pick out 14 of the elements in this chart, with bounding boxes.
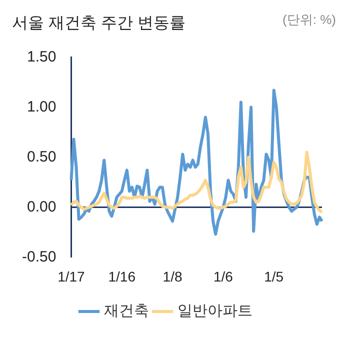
- y-tick-label: 0.50: [26, 148, 56, 166]
- y-tick-label: -0.50: [22, 248, 56, 266]
- legend-label: 재건축: [104, 302, 149, 320]
- x-tick-label: 1/17: [58, 268, 86, 284]
- y-tick-label: 1.00: [26, 98, 56, 116]
- x-tick-label: 1/5: [264, 268, 284, 284]
- y-tick-label: 1.50: [26, 48, 56, 66]
- text: (단위: %): [282, 12, 336, 28]
- x-tick-label: 1/6: [213, 268, 234, 284]
- x-tick-label: 1/8: [162, 268, 182, 284]
- chart-title: 서울 재건축 주간 변동률: [12, 15, 186, 32]
- x-tick-label: 1/16: [108, 268, 136, 284]
- y-tick-label: 0.00: [26, 198, 56, 216]
- legend-label: 일반아파트: [178, 302, 252, 320]
